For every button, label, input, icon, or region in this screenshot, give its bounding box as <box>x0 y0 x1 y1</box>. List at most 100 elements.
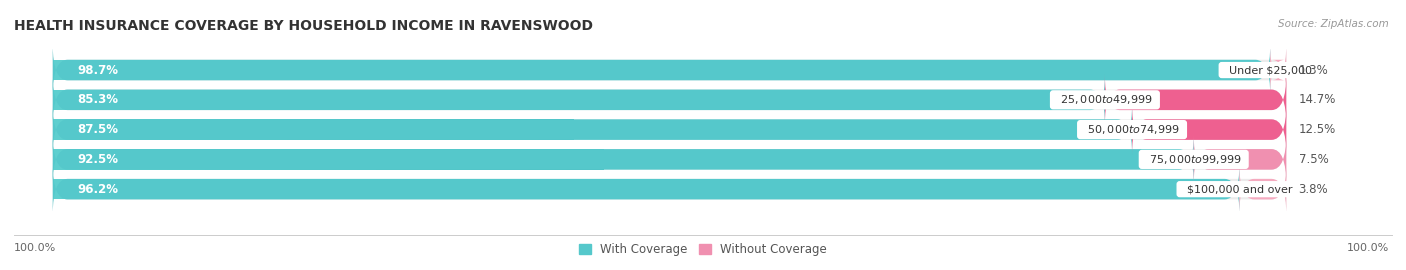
Bar <box>281 149 299 170</box>
Bar <box>129 149 148 170</box>
Bar <box>197 120 215 140</box>
Bar <box>193 90 211 110</box>
Bar <box>560 60 581 80</box>
Bar <box>467 120 485 140</box>
Bar <box>519 60 540 80</box>
Bar <box>73 60 93 80</box>
Bar <box>350 179 370 199</box>
Bar <box>322 120 340 140</box>
Text: 7.5%: 7.5% <box>1299 153 1329 166</box>
Bar <box>453 149 471 170</box>
Bar <box>420 90 439 110</box>
Bar <box>298 90 316 110</box>
FancyBboxPatch shape <box>53 45 1270 96</box>
Bar <box>256 60 276 80</box>
Text: 1.3%: 1.3% <box>1299 63 1329 76</box>
FancyBboxPatch shape <box>1194 134 1286 185</box>
Bar <box>270 179 290 199</box>
Bar <box>110 149 129 170</box>
Bar <box>269 120 287 140</box>
Bar <box>606 179 626 199</box>
Bar <box>340 120 359 140</box>
Text: 98.7%: 98.7% <box>77 63 118 76</box>
Bar <box>485 120 502 140</box>
Bar <box>122 90 141 110</box>
Bar <box>377 120 395 140</box>
Bar <box>499 60 519 80</box>
Bar <box>87 90 105 110</box>
Bar <box>167 149 186 170</box>
Bar <box>368 90 387 110</box>
Bar <box>155 60 174 80</box>
Bar <box>195 60 215 80</box>
Bar <box>228 90 246 110</box>
Bar <box>316 90 333 110</box>
Legend: With Coverage, Without Coverage: With Coverage, Without Coverage <box>579 243 827 256</box>
Bar <box>148 149 167 170</box>
Bar <box>262 149 281 170</box>
Bar <box>488 179 508 199</box>
Bar <box>509 149 529 170</box>
Bar <box>586 179 606 199</box>
Text: $50,000 to $74,999: $50,000 to $74,999 <box>1080 123 1184 136</box>
Bar <box>53 179 73 199</box>
Bar <box>172 179 191 199</box>
Bar <box>224 149 243 170</box>
Bar <box>357 149 375 170</box>
FancyBboxPatch shape <box>53 104 1132 155</box>
Bar <box>415 149 433 170</box>
Bar <box>544 90 561 110</box>
Bar <box>89 120 107 140</box>
FancyBboxPatch shape <box>53 74 1286 125</box>
Bar <box>370 179 389 199</box>
Bar <box>557 120 575 140</box>
Bar <box>429 179 449 199</box>
Bar <box>211 179 231 199</box>
Bar <box>231 179 250 199</box>
Text: $100,000 and over: $100,000 and over <box>1180 184 1299 194</box>
Bar <box>93 60 114 80</box>
Bar <box>287 120 305 140</box>
Bar <box>387 90 404 110</box>
Bar <box>398 60 418 80</box>
FancyBboxPatch shape <box>1239 164 1286 215</box>
Bar <box>375 149 395 170</box>
Bar <box>91 149 110 170</box>
Text: Under $25,000: Under $25,000 <box>1222 65 1319 75</box>
Text: $25,000 to $49,999: $25,000 to $49,999 <box>1053 93 1157 106</box>
Bar <box>276 60 297 80</box>
FancyBboxPatch shape <box>53 164 1240 215</box>
Bar <box>243 149 262 170</box>
Bar <box>395 149 415 170</box>
Bar <box>471 149 491 170</box>
Bar <box>143 120 160 140</box>
Bar <box>509 90 526 110</box>
Bar <box>319 149 337 170</box>
Bar <box>215 60 235 80</box>
Bar <box>191 179 211 199</box>
Bar <box>152 179 172 199</box>
FancyBboxPatch shape <box>53 74 1105 125</box>
Text: 14.7%: 14.7% <box>1299 93 1336 106</box>
Bar <box>395 120 412 140</box>
FancyBboxPatch shape <box>53 134 1194 185</box>
Bar <box>585 149 605 170</box>
Bar <box>157 90 176 110</box>
Text: 3.8%: 3.8% <box>1299 183 1329 196</box>
Bar <box>409 179 429 199</box>
Bar <box>160 120 179 140</box>
Bar <box>456 90 474 110</box>
Bar <box>316 60 337 80</box>
Bar <box>72 149 91 170</box>
Bar <box>520 120 538 140</box>
Bar <box>337 60 357 80</box>
Bar <box>107 120 125 140</box>
Bar <box>547 179 567 199</box>
Bar <box>93 179 112 199</box>
Bar <box>449 179 468 199</box>
Bar <box>125 120 143 140</box>
FancyBboxPatch shape <box>1132 104 1286 155</box>
Bar <box>205 149 224 170</box>
Text: $75,000 to $99,999: $75,000 to $99,999 <box>1142 153 1246 166</box>
Bar <box>179 120 197 140</box>
